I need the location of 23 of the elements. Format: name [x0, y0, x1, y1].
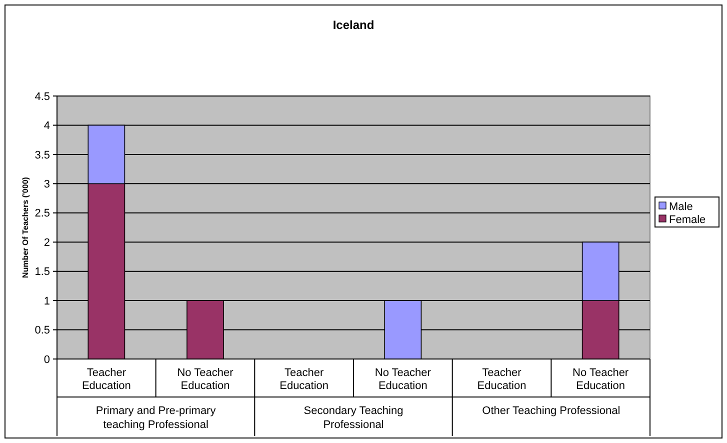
x-tick-label: No Teacher Education [374, 367, 432, 392]
x-tick-label: Teacher Education [280, 367, 329, 392]
x-tick-label: Teacher Education [82, 367, 131, 392]
y-tick-label: 4.5 [34, 90, 50, 103]
y-tick-label: 1.5 [34, 266, 50, 278]
y-tick-label: 2 [44, 236, 50, 249]
y-tick-label: 3 [44, 178, 50, 191]
y-tick-label: 0.5 [34, 324, 50, 337]
legend-label: Male [669, 200, 693, 213]
legend-label: Female [669, 214, 706, 226]
y-tick-label: 1 [44, 295, 50, 308]
x-tick-label: No Teacher Education [177, 367, 234, 392]
chart-title: Iceland [332, 18, 374, 32]
y-tick-label: 4 [44, 120, 50, 132]
text: Primary and Pre-primary teaching Professional [96, 405, 216, 431]
y-tick-label: 0 [44, 354, 50, 366]
y-axis-title: Number Of Teachers ('000) [21, 176, 30, 278]
y-tick-label: 3.5 [34, 149, 50, 162]
text: Secondary Teaching Professional [304, 405, 404, 431]
x-tick-label: No Teacher Education [572, 367, 629, 392]
x-tick-label: Teacher Education [477, 367, 526, 392]
y-tick-label: 2.5 [34, 208, 50, 220]
text: Other Teaching Professional [482, 405, 620, 417]
